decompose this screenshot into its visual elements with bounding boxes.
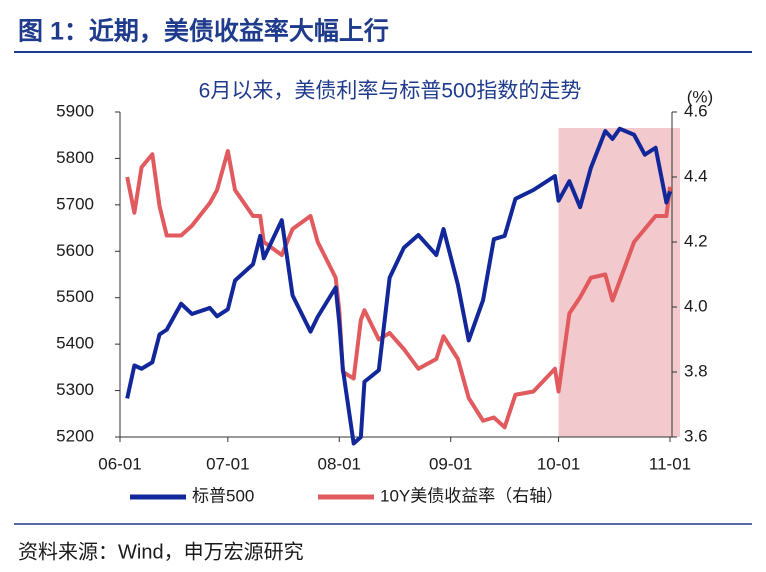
y2-tick-label: 4.6 bbox=[684, 101, 708, 120]
y-tick-label: 5500 bbox=[56, 287, 94, 306]
y-tick-label: 5800 bbox=[56, 148, 94, 167]
x-tick-label: 06-01 bbox=[98, 454, 141, 473]
x-tick-label: 08-01 bbox=[318, 454, 361, 473]
y-tick-label: 5700 bbox=[56, 194, 94, 213]
y2-tick-label: 4.0 bbox=[684, 296, 708, 315]
series-line bbox=[125, 149, 672, 430]
x-tick-label: 10-01 bbox=[537, 454, 580, 473]
chart-subtitle: 6月以来，美债利率与标普500指数的走势 bbox=[199, 80, 582, 103]
chart-title: 图 1：近期，美债收益率大幅上行 bbox=[18, 17, 389, 46]
y2-axis-label: (%) bbox=[687, 87, 713, 106]
x-tick-label: 11-01 bbox=[649, 454, 691, 473]
x-tick-label: 07-01 bbox=[206, 454, 249, 473]
x-tick-label: 09-01 bbox=[429, 454, 472, 473]
source-note: 资料来源：Wind，申万宏源研究 bbox=[18, 540, 304, 563]
legend-label: 10Y美债收益率（右轴） bbox=[380, 486, 563, 505]
y2-tick-label: 4.2 bbox=[684, 231, 708, 250]
y-tick-label: 5600 bbox=[56, 241, 94, 260]
y-tick-label: 5400 bbox=[56, 334, 94, 353]
series-line bbox=[125, 126, 672, 446]
y-tick-label: 5900 bbox=[56, 101, 94, 120]
y-tick-label: 5200 bbox=[56, 426, 94, 445]
y2-tick-label: 4.4 bbox=[684, 166, 708, 185]
y2-tick-label: 3.6 bbox=[684, 426, 708, 445]
legend-label: 标普500 bbox=[192, 486, 254, 505]
y2-tick-label: 3.8 bbox=[684, 361, 708, 380]
y-tick-label: 5300 bbox=[56, 380, 94, 399]
